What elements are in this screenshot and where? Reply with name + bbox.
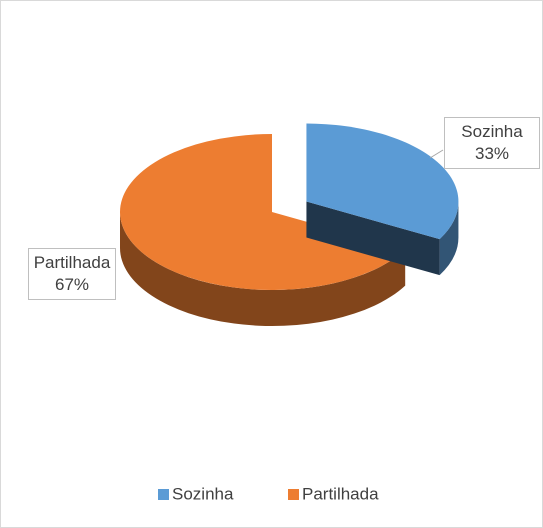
legend-label: Partilhada — [302, 484, 379, 503]
slice-wall — [306, 201, 440, 276]
slice-side — [120, 212, 406, 326]
data-label: Sozinha 33% — [444, 117, 540, 169]
label-name: Partilhada — [33, 253, 111, 272]
legend-swatch — [288, 489, 299, 500]
pie-slice — [119, 134, 406, 291]
data-label: Partilhada 67% — [28, 248, 116, 300]
legend-label: Sozinha — [172, 484, 234, 503]
label-value: 33% — [474, 144, 510, 163]
leader-line — [429, 149, 444, 159]
label-value: 67% — [54, 275, 90, 294]
slice-side — [439, 201, 459, 276]
label-name: Sozinha — [461, 122, 523, 141]
pie-slice — [306, 123, 459, 240]
legend-swatch — [158, 489, 169, 500]
